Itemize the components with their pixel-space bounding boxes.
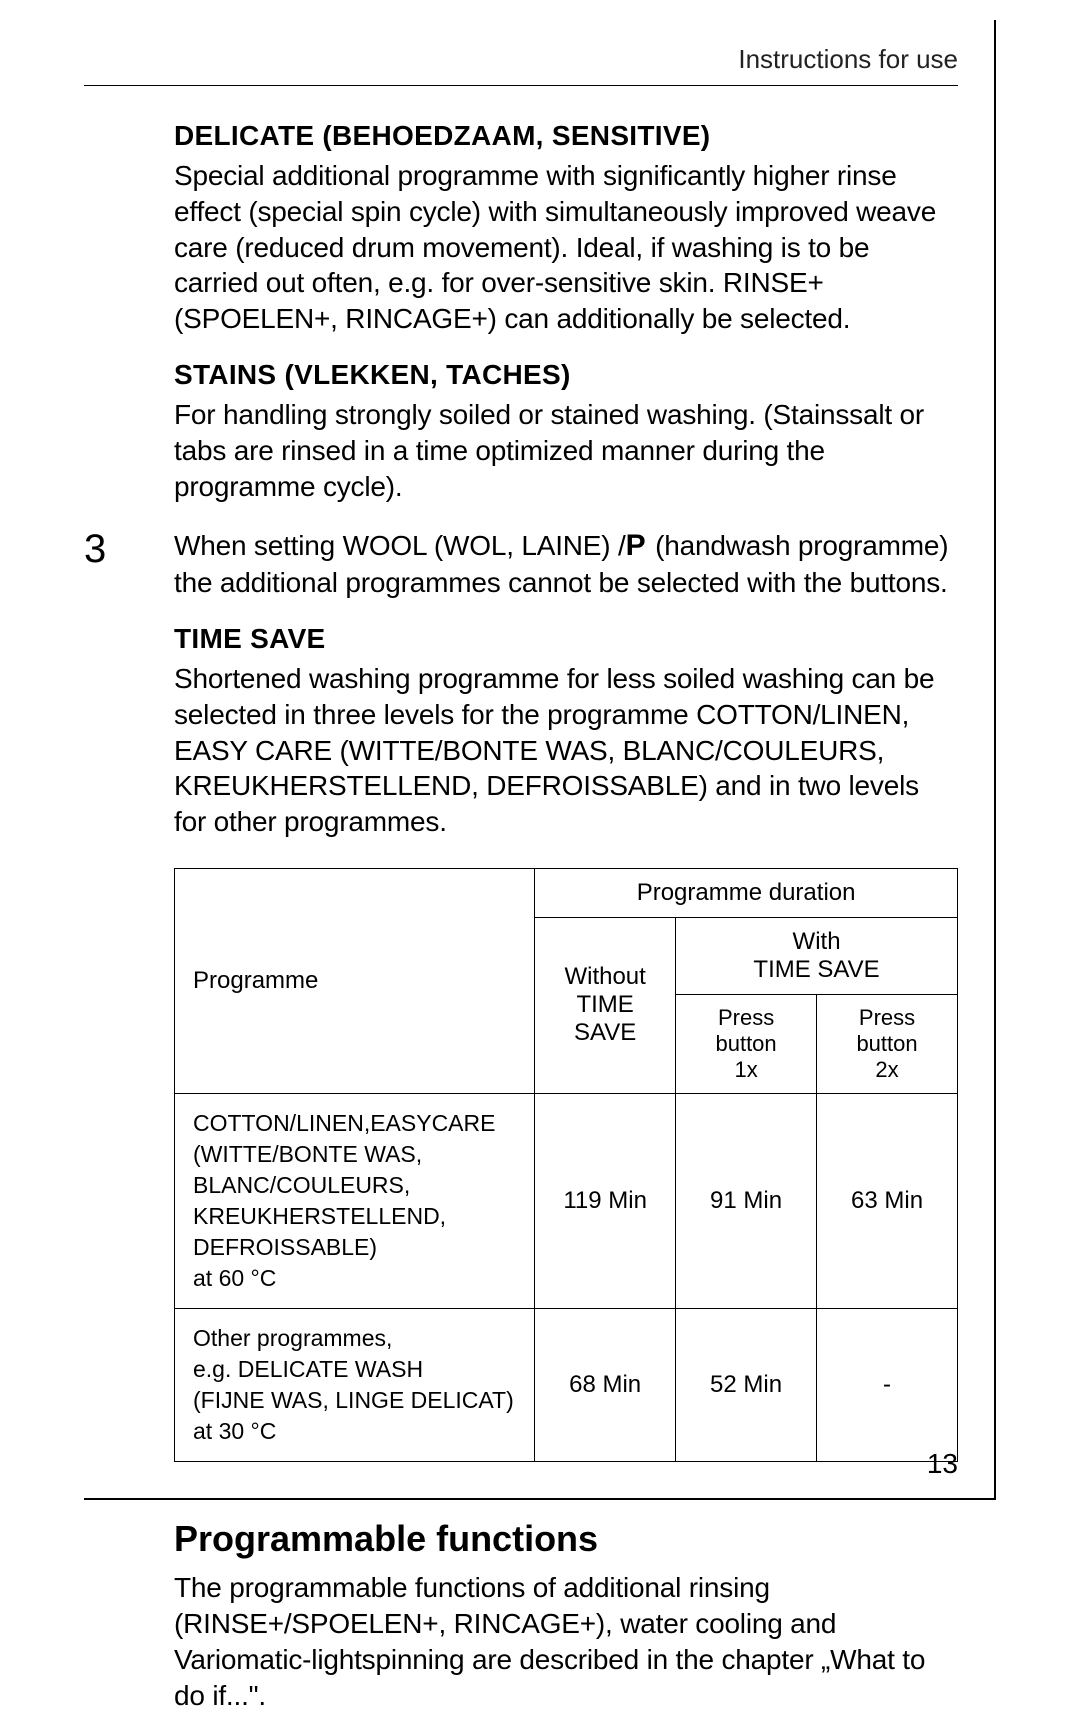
note-row: 3 When setting WOOL (WOL, LAINE) /P (han… — [174, 527, 958, 601]
delicate-body: Special additional programme with signif… — [174, 158, 958, 337]
content-area: DELICATE (BEHOEDZAAM, SENSITIVE) Special… — [84, 120, 958, 1714]
timesave-heading: TIME SAVE — [174, 623, 958, 655]
col-without: Without TIME SAVE — [535, 917, 676, 1093]
note-number: 3 — [84, 529, 174, 569]
handwash-icon: P — [626, 529, 648, 562]
row-1-p1: 52 Min — [676, 1309, 817, 1462]
col-press1-a: Press button — [715, 1005, 776, 1056]
page-frame: Instructions for use DELICATE (BEHOEDZAA… — [84, 20, 996, 1500]
stains-heading: STAINS (VLEKKEN, TACHES) — [174, 359, 958, 391]
page-number: 13 — [927, 1448, 958, 1480]
delicate-heading: DELICATE (BEHOEDZAAM, SENSITIVE) — [174, 120, 958, 152]
col-with-a: With — [793, 928, 841, 955]
row-1-label: Other programmes, e.g. DELICATE WASH (FI… — [175, 1309, 535, 1462]
col-with: With TIME SAVE — [676, 917, 958, 994]
col-press2: Press button 2x — [817, 994, 958, 1093]
table-header-row-1: Programme Programme duration — [175, 868, 958, 917]
progfunc-heading: Programmable functions — [174, 1518, 958, 1560]
col-press2-a: Press button — [856, 1005, 917, 1056]
progfunc-body: The programmable functions of additional… — [174, 1570, 958, 1713]
col-press2-b: 2x — [875, 1057, 898, 1082]
col-without-b: TIME SAVE — [574, 991, 636, 1046]
col-with-b: TIME SAVE — [753, 956, 879, 983]
row-0-p1: 91 Min — [676, 1093, 817, 1308]
header-right-text: Instructions for use — [738, 44, 958, 75]
timesave-body: Shortened washing programme for less soi… — [174, 661, 958, 840]
timesave-table-wrap: Programme Programme duration Without TIM… — [174, 868, 958, 1462]
row-0-without: 119 Min — [535, 1093, 676, 1308]
note-text: When setting WOOL (WOL, LAINE) /P (handw… — [174, 527, 958, 601]
table-row: Other programmes, e.g. DELICATE WASH (FI… — [175, 1309, 958, 1462]
col-press1-b: 1x — [734, 1057, 757, 1082]
col-without-a: Without — [564, 963, 645, 990]
timesave-table: Programme Programme duration Without TIM… — [174, 868, 958, 1462]
row-1-p2: - — [817, 1309, 958, 1462]
col-press1: Press button 1x — [676, 994, 817, 1093]
row-1-without: 68 Min — [535, 1309, 676, 1462]
note-text-before: When setting WOOL (WOL, LAINE) / — [174, 530, 626, 561]
page-header: Instructions for use — [84, 44, 958, 86]
row-0-p2: 63 Min — [817, 1093, 958, 1308]
col-programme: Programme — [175, 868, 535, 1093]
table-row: COTTON/LINEN,EASYCARE (WITTE/BONTE WAS, … — [175, 1093, 958, 1308]
col-duration: Programme duration — [535, 868, 958, 917]
stains-body: For handling strongly soiled or stained … — [174, 397, 958, 504]
row-0-label: COTTON/LINEN,EASYCARE (WITTE/BONTE WAS, … — [175, 1093, 535, 1308]
